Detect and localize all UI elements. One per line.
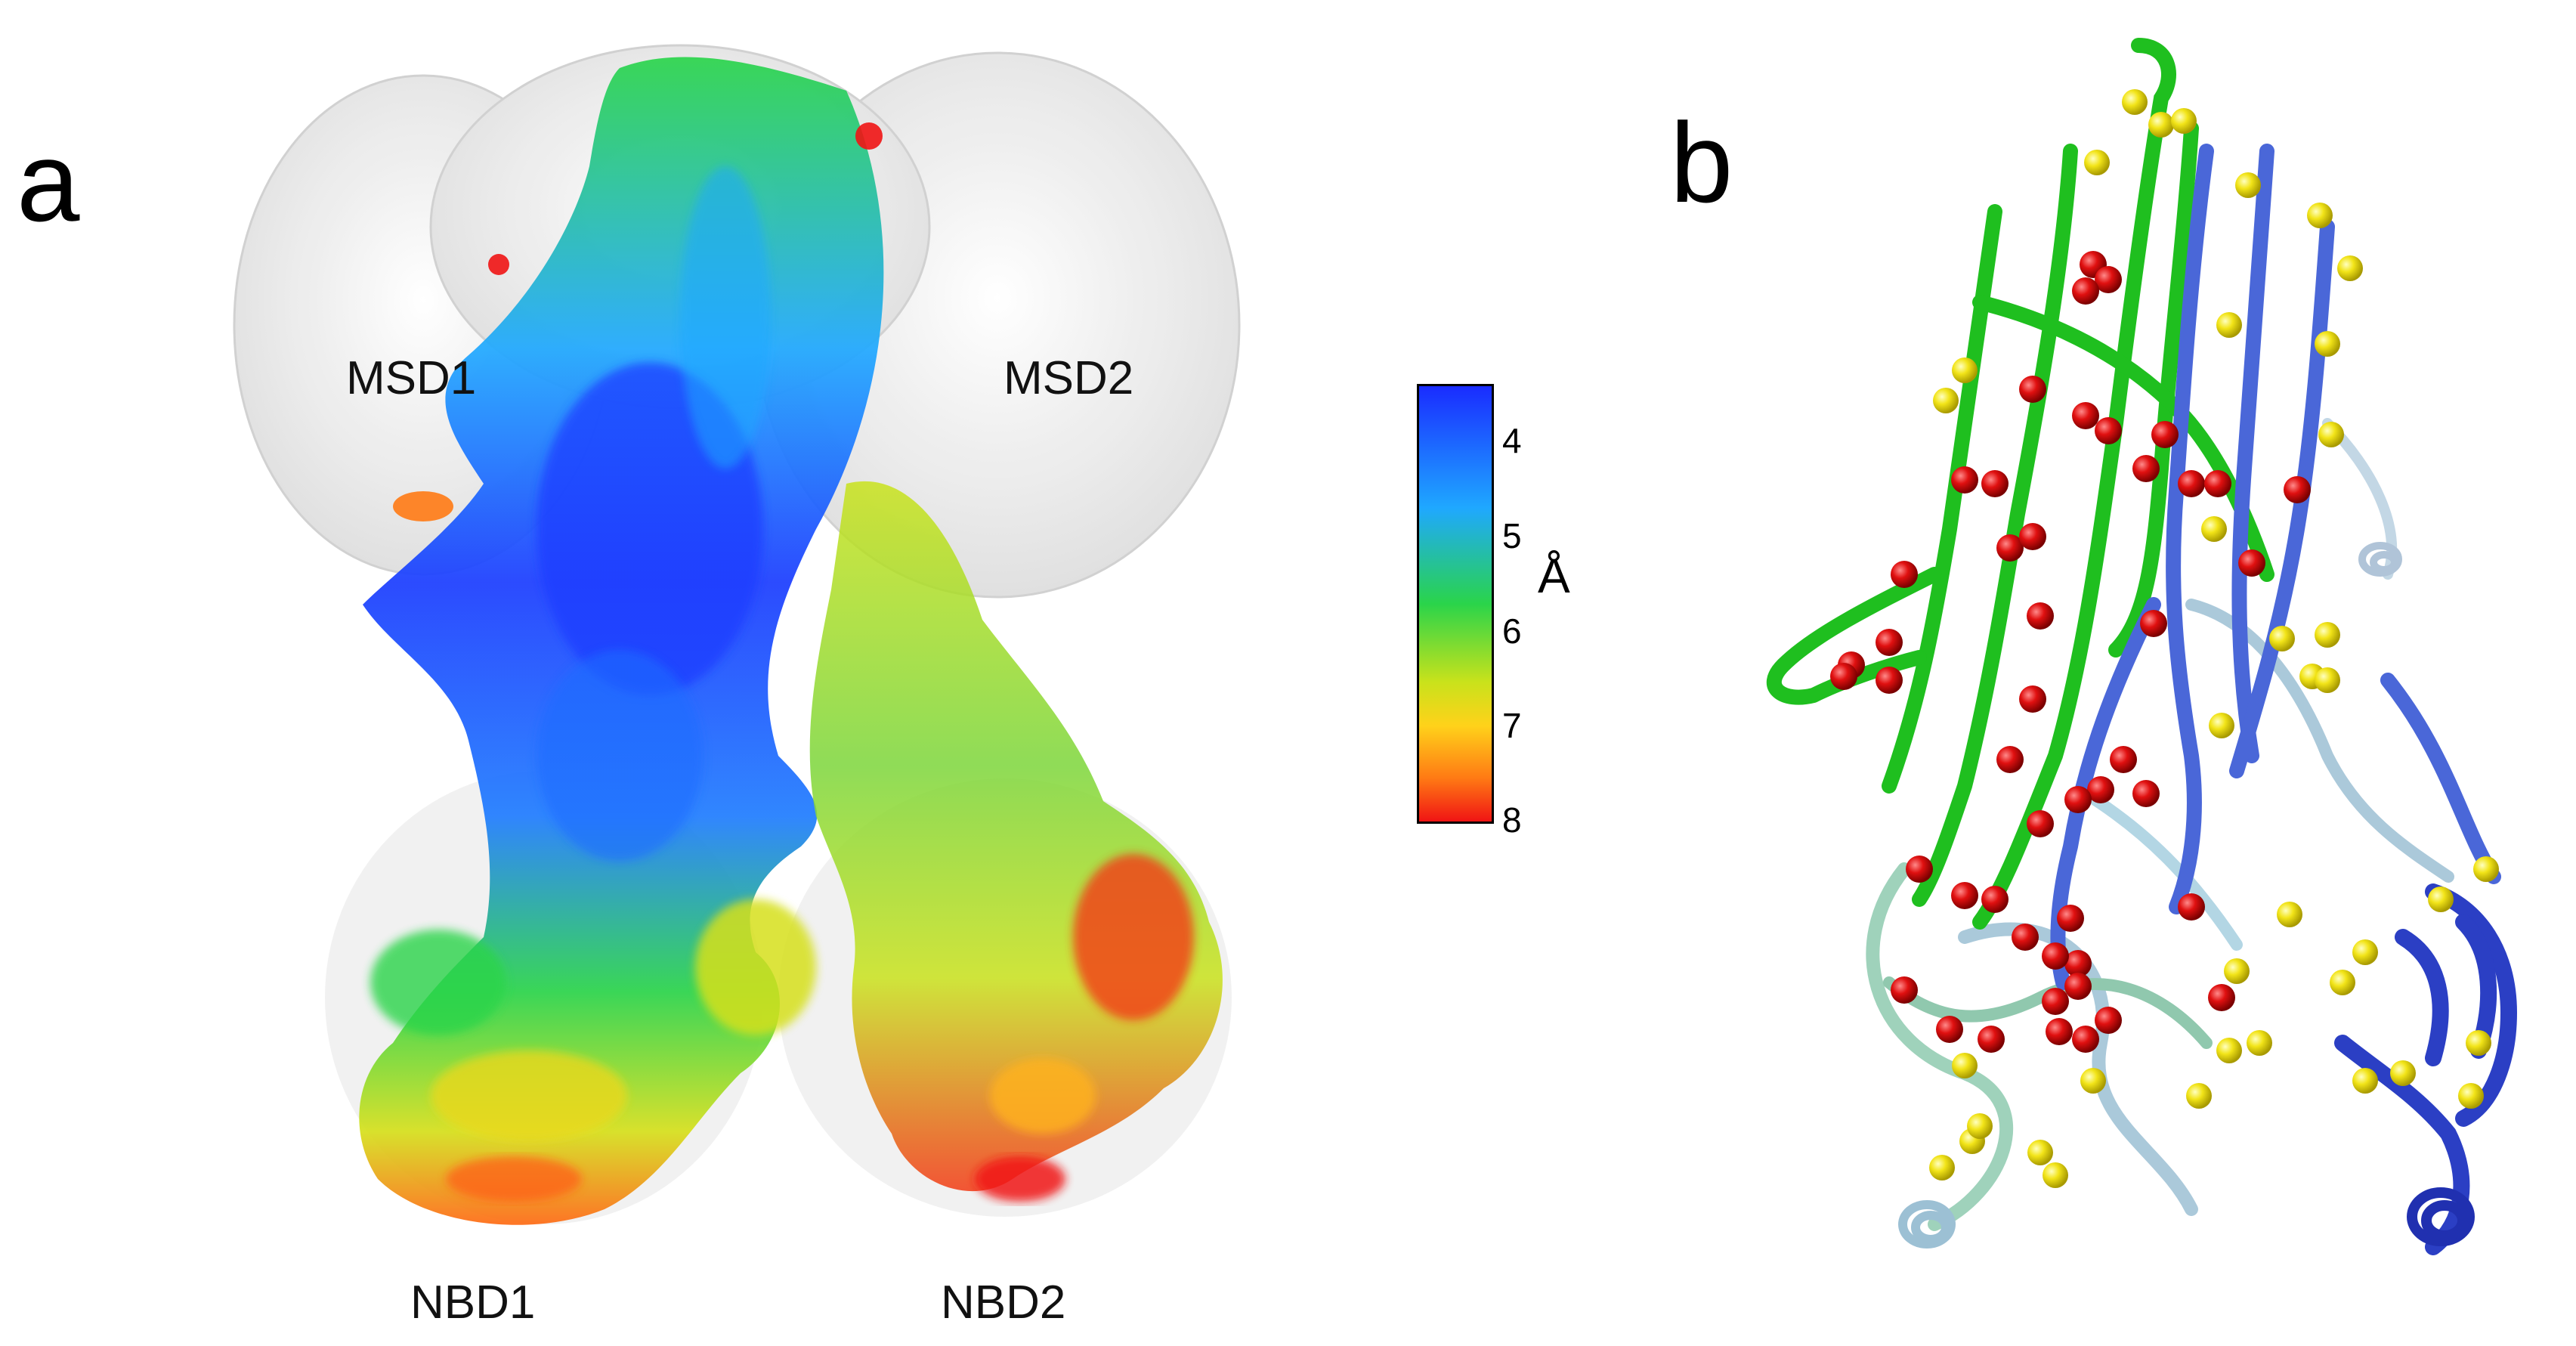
ribbon-nbd2-helix bbox=[2407, 1187, 2475, 1246]
mutation-sites-red bbox=[1830, 251, 2311, 1053]
colorbar-unit: Å bbox=[1538, 549, 1570, 603]
cryo-em-density-map bbox=[233, 44, 1241, 1225]
nbd1-label: NBD1 bbox=[410, 1276, 536, 1329]
panel-a-letter: a bbox=[17, 118, 80, 245]
msd2-label: MSD2 bbox=[1003, 352, 1134, 404]
colorbar-gradient bbox=[1417, 384, 1494, 824]
colorbar-tick-8: 8 bbox=[1502, 800, 1522, 840]
local-resolution-density bbox=[359, 57, 1223, 1225]
mutation-sites-yellow bbox=[1929, 89, 2499, 1188]
msd1-label: MSD1 bbox=[346, 352, 477, 404]
panel-b-letter: b bbox=[1670, 99, 1733, 226]
ribbon-nbd1-helix bbox=[1898, 1200, 1956, 1249]
colorbar-tick-4: 4 bbox=[1502, 421, 1522, 460]
colorbar-tick-5: 5 bbox=[1502, 516, 1522, 555]
colorbar-tick-6: 6 bbox=[1502, 611, 1522, 651]
colorbar-tick-7: 7 bbox=[1502, 706, 1522, 745]
nbd2-label: NBD2 bbox=[941, 1276, 1066, 1329]
ribbon-nbd2-sheet bbox=[2334, 883, 2518, 1255]
ribbon-msd2-coil bbox=[2358, 542, 2402, 577]
